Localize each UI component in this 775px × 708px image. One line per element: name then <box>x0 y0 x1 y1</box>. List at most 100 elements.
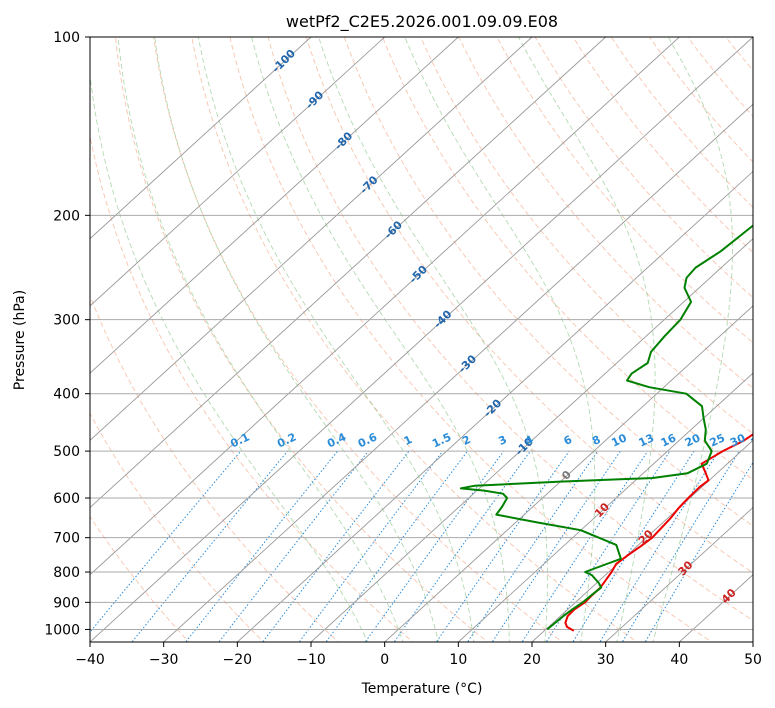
moist-adiabat-8 <box>652 37 733 642</box>
isotherm-10 <box>384 305 753 642</box>
y-tick-label-5: 600 <box>53 491 80 507</box>
x-tick-label-9: 50 <box>744 652 762 668</box>
moist-adiabat-1 <box>117 37 404 642</box>
mixing-ratio-line-0 <box>90 450 242 633</box>
mixing-ratio-label-13: 16 <box>659 431 679 449</box>
isotherm-6 <box>90 37 753 642</box>
isotherm-3 <box>90 37 533 441</box>
y-tick-label-7: 800 <box>53 565 80 581</box>
dry-adiabat-7 <box>229 37 713 642</box>
mixing-ratio-line-6 <box>325 450 468 642</box>
isotherm-5 <box>90 37 680 576</box>
dry-adiabat-3 <box>90 133 414 642</box>
mixing-ratio-label-3: 0.6 <box>356 430 379 450</box>
dry-adiabat-5 <box>153 37 564 642</box>
x-tick-label-1: −30 <box>149 652 179 668</box>
line-labels: -100-90-80-70-60-50-40-30-20-10010203040… <box>228 47 769 607</box>
y-tick-label-2: 300 <box>53 313 80 329</box>
dry-adiabat-20 <box>725 37 753 71</box>
isotherm-13 <box>605 506 753 642</box>
x-tick-label-6: 20 <box>523 652 541 668</box>
pressure-grid <box>90 37 753 630</box>
background-lines <box>90 24 775 645</box>
x-tick-label-7: 30 <box>597 652 615 668</box>
dry-adiabat-21 <box>753 24 775 645</box>
profile-series <box>459 224 753 632</box>
isotherm-9 <box>310 238 753 642</box>
mixing-ratio-line-5 <box>298 450 444 642</box>
moist-adiabat-0 <box>90 71 369 642</box>
dry-adiabat-19 <box>687 37 753 118</box>
mixing-ratio-line-16 <box>621 450 740 642</box>
plot-frame <box>89 36 754 643</box>
isotherm-7 <box>163 103 753 642</box>
mixing-ratio-label-9: 6 <box>562 433 575 448</box>
mixing-ratio-line-8 <box>393 450 531 642</box>
isotherm-12 <box>531 439 753 642</box>
mixing-ratio-label-2: 0.4 <box>325 430 348 450</box>
mixing-ratio-line-12 <box>521 450 649 642</box>
mixing-ratio-label-6: 2 <box>460 433 472 448</box>
isotherm-label-0: -100 <box>269 47 298 76</box>
x-tick-label-5: 10 <box>449 652 467 668</box>
x-tick-label-2: −20 <box>223 652 253 668</box>
isotherm-2 <box>90 37 459 374</box>
y-tick-label-1: 200 <box>53 208 80 224</box>
y-axis-ticks: 100 200 300 400 500 600 700 800 900 1000 <box>44 30 90 638</box>
mixing-ratio-line-9 <box>435 450 570 642</box>
isotherm-0 <box>90 37 312 240</box>
y-tick-label-6: 700 <box>53 531 80 547</box>
moist-adiabat-2 <box>154 37 439 642</box>
isotherm-11 <box>458 372 753 642</box>
x-axis-ticks: −40 −30 −20 −10 0 10 20 30 40 50 <box>75 642 762 668</box>
y-tick-label-8: 900 <box>53 595 80 611</box>
mixing-ratio-label-12: 13 <box>637 431 656 449</box>
mixing-ratio-label-11: 10 <box>609 431 629 449</box>
mixing-ratio-line-1 <box>131 450 288 642</box>
isotherm-15 <box>752 641 753 642</box>
x-tick-label-8: 40 <box>670 652 688 668</box>
moist-adiabat-5 <box>318 37 548 642</box>
mixing-ratio-label-0: 0.1 <box>228 430 251 450</box>
moist-adiabat-4 <box>251 37 510 642</box>
dewpoint-line <box>459 224 753 631</box>
x-tick-label-4: 0 <box>380 652 389 668</box>
dry-adiabat-0 <box>90 515 190 642</box>
dry-adiabat-15 <box>534 37 753 299</box>
temperature-line <box>564 433 753 632</box>
dry-adiabat-2 <box>90 294 339 642</box>
mixing-ratio-label-4: 1 <box>402 433 414 448</box>
y-tick-label-3: 400 <box>53 387 80 403</box>
mixing-ratio-label-16: 30 <box>728 431 748 449</box>
y-tick-label-0: 100 <box>53 30 80 46</box>
moist-adiabat-6 <box>404 37 596 642</box>
y-axis-label: Pressure (hPa) <box>12 290 28 390</box>
mixing-ratio-label-14: 20 <box>683 431 703 449</box>
mixing-ratio-line-3 <box>218 450 369 642</box>
isotherm-1 <box>90 37 385 307</box>
x-tick-label-0: −40 <box>75 652 105 668</box>
dry-adiabat-8 <box>267 37 753 622</box>
dry-adiabat-11 <box>382 37 753 481</box>
dry-adiabat-13 <box>458 37 753 389</box>
dry-adiabat-12 <box>420 37 753 435</box>
mixing-ratio-label-10: 8 <box>590 433 602 448</box>
y-tick-label-4: 500 <box>53 444 80 460</box>
x-tick-label-3: −10 <box>296 652 326 668</box>
mixing-ratio-line-17 <box>644 461 753 642</box>
mixing-ratio-label-17: 36 <box>749 431 769 449</box>
dry-adiabat-9 <box>305 37 753 574</box>
isotherm-4 <box>90 37 606 509</box>
moist-adiabat-7 <box>518 37 656 642</box>
x-axis-label: Temperature (°C) <box>361 681 483 697</box>
mixing-ratio-line-4 <box>262 450 410 642</box>
mixing-ratio-label-15: 25 <box>708 431 727 449</box>
chart-title: wetPf2_C2E5.2026.001.09.09.E08 <box>286 12 558 32</box>
y-tick-label-9: 1000 <box>44 622 80 638</box>
mixing-ratio-label-7: 3 <box>496 433 508 448</box>
mixing-ratio-line-2 <box>185 450 338 642</box>
isotherm-8 <box>237 170 753 642</box>
mixing-ratio-line-7 <box>364 450 505 642</box>
dry-adiabat-6 <box>191 37 638 642</box>
